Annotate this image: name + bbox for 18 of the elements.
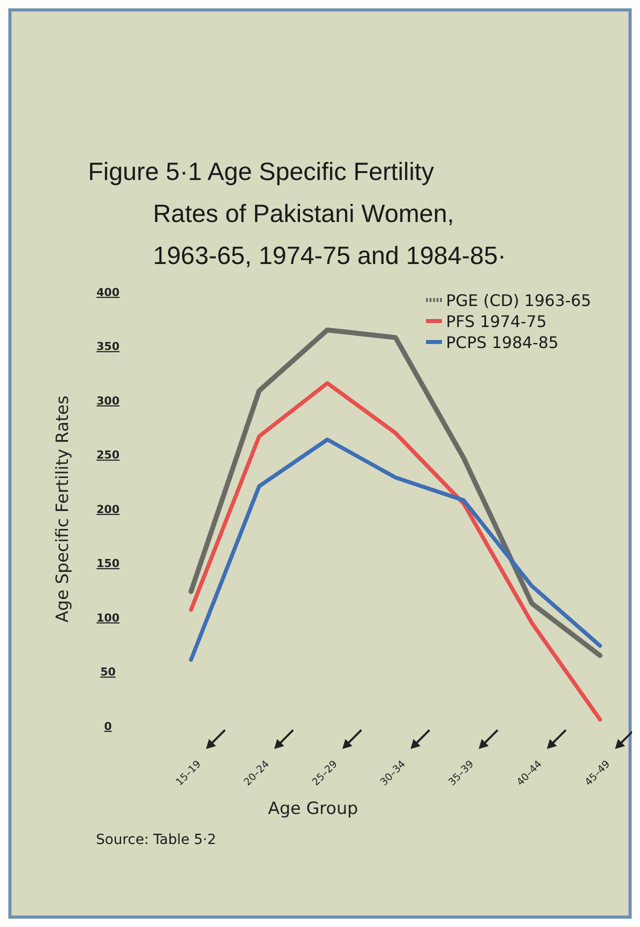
y-tick-label: 250 <box>96 448 120 462</box>
line-series <box>189 381 602 722</box>
y-tick-label: 50 <box>100 666 116 679</box>
y-tick-label: 200 <box>96 502 120 516</box>
y-axis-title: Age Specific Fertility Rates <box>53 395 73 622</box>
chart-title: Figure 5·1 Age Specific Fertility Rates of Pakistani Women, 1963-65, 1974-75 and 1984-85· <box>88 158 506 270</box>
x-axis-title: Age Group <box>268 799 358 819</box>
legend-label: PCPS 1984-85 <box>446 333 559 352</box>
line-series <box>189 438 602 662</box>
y-tick-label: 400 <box>96 286 120 299</box>
y-tick-label: 0 <box>104 720 112 733</box>
legend-label: PFS 1974-75 <box>446 312 547 331</box>
y-tick-label: 350 <box>96 340 120 354</box>
source-note: Source: Table 5·2 <box>96 832 216 848</box>
legend-label: PGE (CD) 1963-65 <box>446 291 592 310</box>
y-tick-label: 300 <box>96 394 120 408</box>
y-tick-label: 100 <box>96 611 120 624</box>
y-tick-label: 150 <box>96 557 120 570</box>
